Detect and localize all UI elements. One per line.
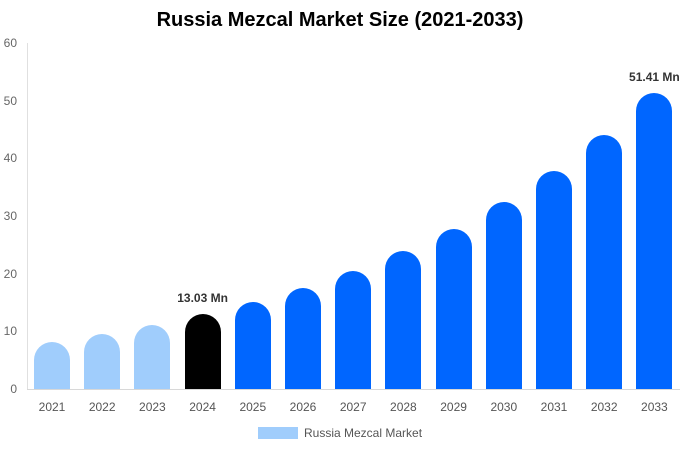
y-tick-label: 0 xyxy=(10,382,17,396)
x-tick-label: 2027 xyxy=(339,400,367,414)
bar-2031[interactable] xyxy=(536,171,572,389)
y-tick-label: 40 xyxy=(3,151,17,166)
y-tick-label: 50 xyxy=(3,93,17,108)
bar-2028[interactable] xyxy=(385,251,422,389)
x-tick-label: 2026 xyxy=(289,400,317,414)
x-tick-label: 2024 xyxy=(189,400,216,414)
y-tick-label: 60 xyxy=(3,36,17,50)
bar-2025[interactable] xyxy=(234,301,271,389)
x-tick-label: 2032 xyxy=(590,400,618,414)
bar-2027[interactable] xyxy=(335,271,372,389)
bar-2024[interactable] xyxy=(184,313,221,389)
x-tick-label: 2022 xyxy=(88,400,116,414)
bar-2029[interactable] xyxy=(435,229,472,389)
x-tick-label: 2028 xyxy=(390,400,417,414)
bar-2023[interactable] xyxy=(134,324,171,389)
bar-2022[interactable] xyxy=(84,334,121,389)
legend-label: Russia Mezcal Market xyxy=(304,426,423,440)
y-tick-label: 10 xyxy=(3,324,17,339)
data-label: 51.41 Mn xyxy=(629,69,680,84)
y-axis-line xyxy=(27,43,28,389)
bar-2033[interactable] xyxy=(636,92,673,389)
x-axis-line xyxy=(27,389,680,390)
x-tick-label: 2031 xyxy=(540,400,568,414)
bar-2030[interactable] xyxy=(485,202,522,389)
x-tick-label: 2029 xyxy=(440,400,467,414)
legend[interactable]: Russia Mezcal Market xyxy=(258,426,422,440)
x-tick-label: 2030 xyxy=(490,400,518,414)
y-tick-label: 20 xyxy=(3,266,17,281)
bar-2026[interactable] xyxy=(285,288,321,389)
bar-2032[interactable] xyxy=(586,135,623,389)
x-tick-label: 2023 xyxy=(139,400,166,414)
x-tick-label: 2021 xyxy=(38,400,66,414)
legend-swatch xyxy=(258,427,298,439)
chart-title: Russia Mezcal Market Size (2021-2033) xyxy=(156,9,524,31)
data-label: 13.03 Mn xyxy=(177,290,228,305)
bar-2021[interactable] xyxy=(34,342,70,389)
x-tick-label: 2025 xyxy=(239,400,267,414)
x-tick-label: 2033 xyxy=(641,400,668,414)
y-tick-label: 30 xyxy=(3,209,17,223)
